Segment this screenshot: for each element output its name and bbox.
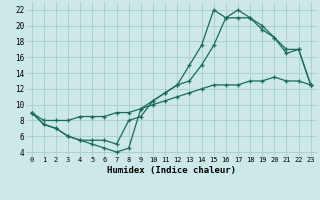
X-axis label: Humidex (Indice chaleur): Humidex (Indice chaleur): [107, 166, 236, 175]
